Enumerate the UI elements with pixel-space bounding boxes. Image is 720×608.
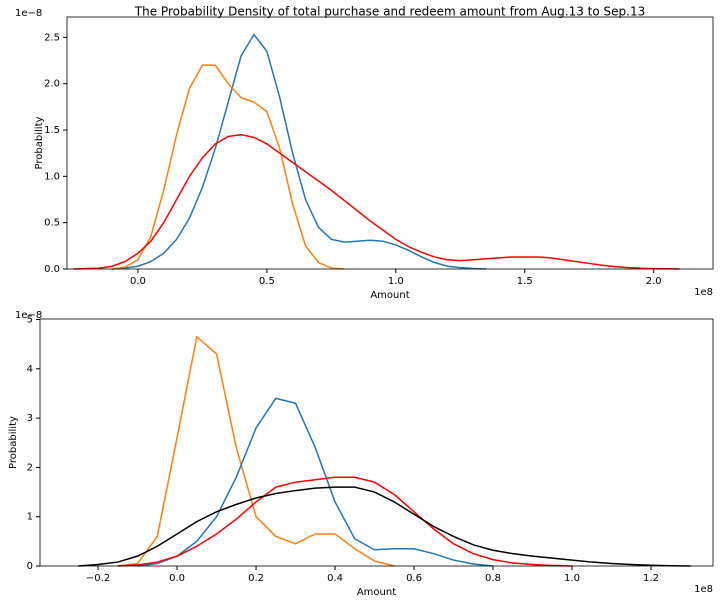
density-line: [112, 64, 345, 270]
x-tick-label: 0.4: [327, 573, 343, 584]
y-offset-label: 1e−8: [15, 310, 42, 321]
x-axis-label: Amount: [370, 290, 409, 301]
y-axis-label: Probability: [8, 416, 19, 469]
y-tick-label: 1: [27, 512, 33, 523]
density-line: [117, 476, 573, 567]
x-tick-label: 2.0: [646, 276, 662, 287]
plot-frame: [39, 318, 714, 567]
x-tick-label: 0.5: [259, 276, 275, 287]
chart-title: The Probability Density of total purchas…: [134, 5, 645, 19]
x-tick-label: 1.2: [643, 573, 659, 584]
y-tick-label: 1.5: [44, 125, 60, 136]
y-tick-label: 0.5: [44, 218, 60, 229]
y-tick-label: 0: [27, 561, 33, 572]
x-tick-label: 1.5: [517, 276, 533, 287]
x-tick-label: −0.2: [86, 573, 110, 584]
y-axis-label: Probability: [34, 116, 45, 169]
y-tick-label: 5: [27, 314, 33, 325]
y-tick-label: 2.0: [44, 79, 60, 90]
x-tick-label: 0.2: [248, 573, 264, 584]
y-tick-label: 0.0: [44, 264, 60, 275]
y-tick-label: 4: [27, 364, 33, 375]
x-offset-label: 1e8: [694, 584, 713, 595]
density-line: [112, 33, 487, 270]
y-tick-label: 3: [27, 413, 33, 424]
plot-frame: [66, 16, 714, 270]
x-tick-label: 0.0: [130, 276, 146, 287]
x-tick-label: 1.0: [388, 276, 404, 287]
x-tick-label: 1.0: [564, 573, 580, 584]
density-line: [78, 486, 691, 567]
y-tick-label: 2.5: [44, 32, 60, 43]
x-tick-label: 0.0: [169, 573, 185, 584]
density-line: [117, 335, 395, 567]
y-offset-label: 1e−8: [15, 8, 42, 19]
x-axis-label: Amount: [357, 587, 396, 598]
y-tick-label: 2: [27, 462, 33, 473]
density-line: [137, 397, 494, 567]
density-line: [73, 133, 680, 270]
x-offset-label: 1e8: [694, 287, 713, 298]
y-tick-label: 1.0: [44, 171, 60, 182]
x-tick-label: 0.6: [406, 573, 422, 584]
x-tick-label: 0.8: [485, 573, 501, 584]
